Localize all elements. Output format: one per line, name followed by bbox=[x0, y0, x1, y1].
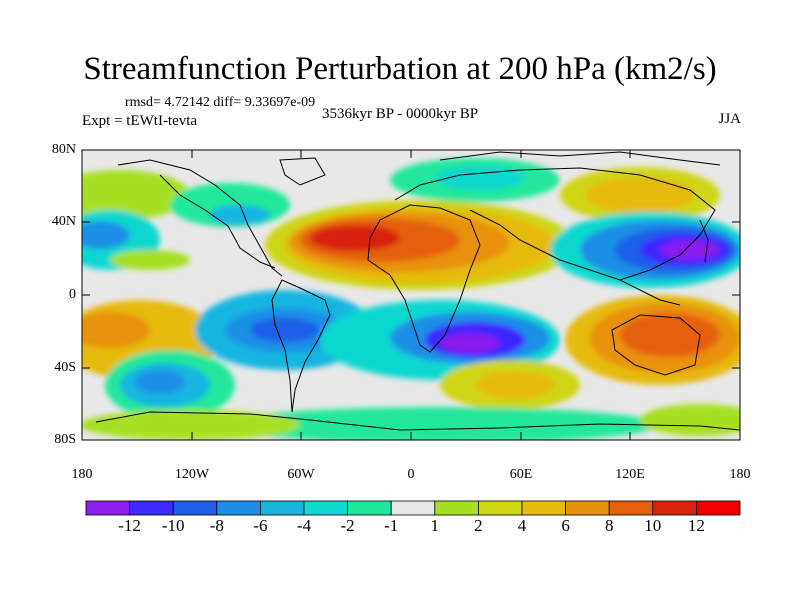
colorbar-label: 4 bbox=[517, 516, 527, 535]
colorbar-box bbox=[434, 500, 479, 516]
colorbar-label: 10 bbox=[644, 516, 662, 535]
lat-tick-40s: 40S bbox=[54, 360, 76, 375]
axis-ticks bbox=[81, 149, 741, 441]
colorbar-label: -12 bbox=[118, 516, 141, 535]
lat-tick-40n: 40N bbox=[51, 214, 76, 229]
colorbar-label: 1 bbox=[430, 516, 440, 535]
lon-tick-180-east: 180 bbox=[729, 467, 751, 482]
colorbar-box bbox=[259, 500, 305, 516]
colorbar-box bbox=[477, 500, 523, 516]
lat-tick-80s: 80S bbox=[54, 432, 76, 447]
stats-label: rmsd= 4.72142 diff= 9.33697e-09 bbox=[125, 95, 316, 110]
colorbar-box bbox=[696, 500, 741, 516]
lon-tick-60e: 60E bbox=[509, 467, 533, 482]
colorbar-label: -8 bbox=[209, 516, 224, 535]
lat-tick-0: 0 bbox=[69, 287, 76, 302]
lon-tick-0: 0 bbox=[407, 467, 415, 482]
colorbar-box bbox=[216, 500, 261, 516]
colorbar-box bbox=[303, 500, 348, 516]
season-label: JJA bbox=[718, 111, 741, 127]
colorbar-box bbox=[652, 500, 697, 516]
colorbar-box bbox=[521, 500, 566, 516]
colorbar-box bbox=[390, 500, 436, 516]
lat-tick-80n: 80N bbox=[51, 142, 76, 157]
colorbar-label: -6 bbox=[253, 516, 268, 535]
colorbar-box bbox=[85, 500, 130, 516]
colorbar-label: 12 bbox=[687, 516, 705, 535]
colorbar-box bbox=[172, 500, 218, 516]
coastlines bbox=[95, 151, 740, 431]
map-title: Streamfunction Perturbation at 200 hPa (… bbox=[83, 51, 717, 87]
colorbar-box bbox=[565, 500, 610, 516]
colorbar-box bbox=[129, 500, 174, 516]
streamfunction-field bbox=[82, 150, 740, 440]
colorbar-label: 6 bbox=[561, 516, 570, 535]
lon-tick-60w: 60W bbox=[287, 467, 315, 482]
experiment-label: Expt = tEWtI-tevta bbox=[82, 113, 198, 129]
colorbar-label: 8 bbox=[604, 516, 614, 535]
colorbar-box bbox=[608, 500, 654, 516]
colorbar-box bbox=[347, 500, 392, 516]
lon-tick-120w: 120W bbox=[174, 467, 210, 482]
lon-tick-180-west: 180 bbox=[71, 467, 93, 482]
colorbar bbox=[85, 500, 741, 516]
colorbar-label: -4 bbox=[296, 516, 312, 535]
colorbar-label: -2 bbox=[340, 516, 355, 535]
colorbar-label: -1 bbox=[384, 516, 399, 535]
colorbar-label: -10 bbox=[161, 516, 185, 535]
colorbar-label: 2 bbox=[474, 516, 483, 535]
period-label: 3536kyr BP - 0000kyr BP bbox=[322, 106, 479, 122]
lon-tick-120e: 120E bbox=[615, 467, 645, 482]
